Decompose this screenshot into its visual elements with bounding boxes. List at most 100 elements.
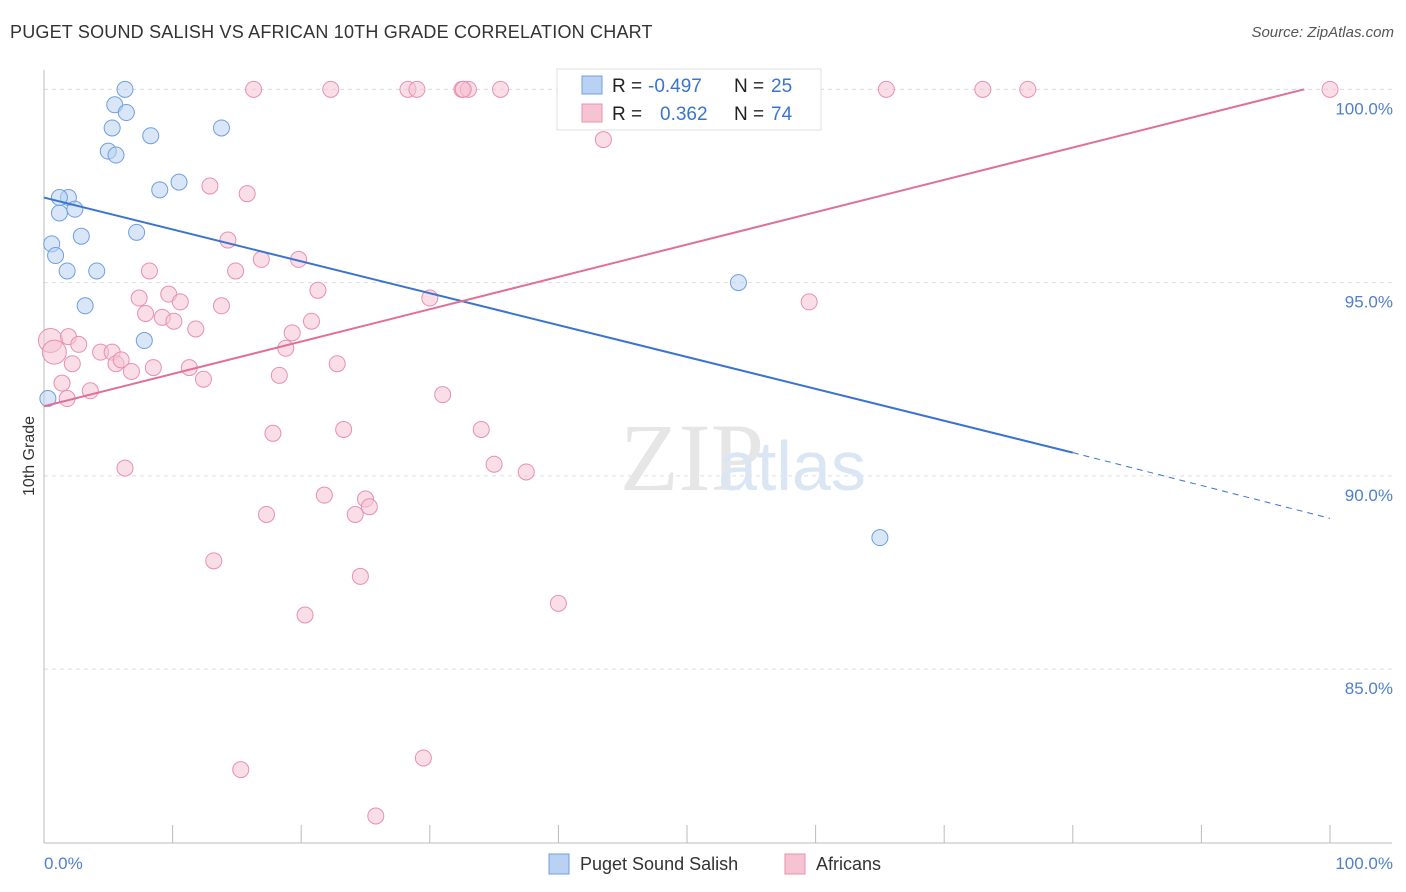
africans-point (41, 339, 67, 365)
puget-sound-salish-point (50, 204, 68, 222)
africans-point (335, 420, 353, 438)
africans-point (309, 281, 327, 299)
africans-point (238, 185, 256, 203)
legend-blue-n-label: N = (734, 76, 764, 97)
africans-point (112, 351, 130, 369)
africans-point (171, 293, 189, 311)
africans-point (408, 80, 426, 98)
puget-sound-salish-point (58, 262, 76, 280)
africans-point (140, 262, 158, 280)
legend-blue-n-value: 25 (771, 76, 792, 97)
africans-point (122, 362, 140, 380)
africans-point (974, 80, 992, 98)
puget-sound-salish-point (212, 119, 230, 137)
axes: 85.0% 90.0% 95.0% 100.0% (43, 70, 1393, 844)
puget-sound-salish-point (47, 247, 65, 265)
africans-point (144, 359, 162, 377)
puget-sound-salish-point (72, 227, 90, 245)
puget-sound-salish-point (76, 297, 94, 315)
trend-lines (43, 88, 1331, 519)
puget-sound-salish-points (39, 80, 889, 547)
africans-point (328, 355, 346, 373)
africans-point (116, 459, 134, 477)
legend-pink-r-label: R = (612, 104, 642, 125)
puget-sound-salish-point (729, 274, 747, 292)
africans-point (485, 455, 503, 473)
chart-title: PUGET SOUND SALISH VS AFRICAN 10TH GRADE… (10, 22, 653, 42)
series-legend-swatch-pink (784, 853, 806, 875)
africans-point (549, 594, 567, 612)
source-credit: Source: ZipAtlas.com (1251, 24, 1394, 41)
puget-sound-salish-point (117, 104, 135, 122)
legend-swatch-blue (581, 75, 603, 95)
puget-sound-salish-point (151, 181, 169, 199)
africans-point (492, 80, 510, 98)
africans-point (194, 370, 212, 388)
africans-point (201, 177, 219, 195)
africans-point (232, 761, 250, 779)
africans-point (594, 131, 612, 149)
africans-point (257, 505, 275, 523)
stats-legend: R = -0.497 N = 25 R = 0.362 N = 74 (556, 68, 822, 131)
africans-point (414, 749, 432, 767)
x-tick-label-min: 0.0% (44, 854, 83, 873)
puget-sound-salish-point (39, 390, 57, 408)
puget-sound-salish-trend-line (43, 196, 1074, 454)
africans-point (270, 366, 288, 384)
africans-point (70, 335, 88, 353)
africans-point (315, 486, 333, 504)
africans-point (264, 424, 282, 442)
africans-point (227, 262, 245, 280)
watermark-zip: ZIP (620, 404, 764, 511)
legend-blue-r-label: R = (612, 76, 642, 97)
africans-point (205, 552, 223, 570)
puget-sound-salish-point (128, 223, 146, 241)
africans-point (283, 324, 301, 342)
africans-point (517, 463, 535, 481)
series-legend: Puget Sound Salish Africans (548, 853, 881, 875)
y-tick-label: 85.0% (1345, 679, 1393, 698)
puget-sound-salish-point (871, 529, 889, 547)
africans-point (434, 386, 452, 404)
legend-pink-n-label: N = (734, 104, 764, 125)
legend-pink-n-value: 74 (771, 104, 793, 125)
y-tick-label: 95.0% (1345, 293, 1393, 312)
y-tick-label: 100.0% (1335, 99, 1393, 118)
africans-point (302, 312, 320, 330)
africans-point (346, 505, 364, 523)
africans-point (53, 374, 71, 392)
africans-point (367, 807, 385, 825)
puget-sound-salish-point (135, 332, 153, 350)
watermark-atlas: atlas (718, 427, 866, 505)
grid-lines (44, 88, 1392, 670)
africans-point (63, 355, 81, 373)
puget-sound-salish-trend-extension (1072, 452, 1331, 519)
africans-point (187, 320, 205, 338)
africans-point (245, 80, 263, 98)
series-legend-label-blue: Puget Sound Salish (580, 854, 738, 874)
y-tick-label: 90.0% (1345, 486, 1393, 505)
africans-point (322, 80, 340, 98)
africans-point (296, 606, 314, 624)
africans-point (472, 420, 490, 438)
series-legend-label-pink: Africans (816, 854, 881, 874)
africans-point (1019, 80, 1037, 98)
africans-point (165, 312, 183, 330)
puget-sound-salish-point (142, 127, 160, 145)
x-tick-label-max: 100.0% (1335, 854, 1393, 873)
africans-point (212, 297, 230, 315)
africans-point (1321, 80, 1339, 98)
africans-points (37, 80, 1339, 825)
legend-pink-r-value: 0.362 (660, 104, 708, 125)
series-legend-swatch-blue (548, 853, 570, 875)
legend-blue-r-value: -0.497 (648, 76, 702, 97)
y-axis-label: 10th Grade (21, 416, 38, 496)
puget-sound-salish-point (116, 80, 134, 98)
legend-swatch-pink (581, 103, 603, 123)
africans-point (454, 80, 472, 98)
africans-point (800, 293, 818, 311)
puget-sound-salish-point (107, 146, 125, 164)
africans-point (219, 231, 237, 249)
africans-trend-line (43, 88, 1305, 408)
